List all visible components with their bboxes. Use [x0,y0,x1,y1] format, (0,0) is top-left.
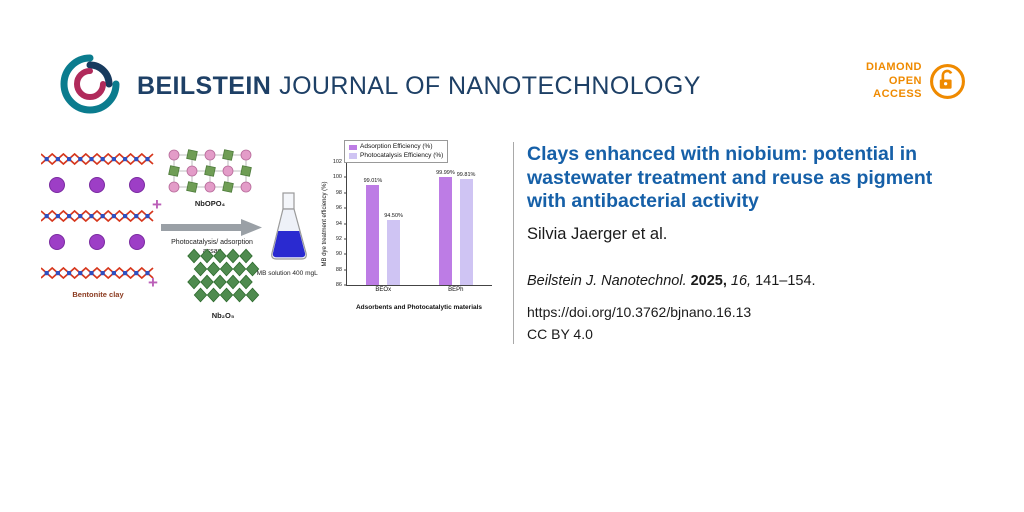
graphical-abstract: Bentonite clay + + NbOPO₄ Photocatalysis… [40,140,512,345]
y-tick-mark [344,223,347,224]
nb2o5-label: Nb₂O₅ [211,311,235,320]
bar-value-label: 99.81% [456,171,476,178]
legend-swatch-icon [349,144,357,150]
bentonite-clay-structure [41,153,154,280]
reaction-arrow-icon [161,219,262,236]
legend-swatch-icon [349,153,357,159]
efficiency-bar-chart: Adsorption Efficiency (%) Photocatalysis … [318,140,496,312]
plus-sign: + [148,273,158,292]
flask-label: MB solution 400 mgL⁻¹ [256,270,324,277]
y-tick-label: 96 [335,205,342,212]
article-title: Clays enhanced with niobium: potential i… [527,143,933,212]
chart-x-axis-label: Adsorbents and Photocatalytic materials [355,304,483,311]
chart-plot-area: 86 88 90 92 94 96 98 100 102 99.01% 94.50% BEOx 99.… [333,159,492,293]
vertical-divider [513,142,514,344]
article-doi-link[interactable]: https://doi.org/10.3762/bjnano.16.13 [527,304,752,320]
y-tick-label: 92 [335,235,342,242]
bars-layer: 99.01% 94.50% BEOx 99.99% 99.81% BEPh [347,162,492,293]
bar-wrap: 99.99% [436,162,455,285]
bar [366,185,380,285]
citation-year: 2025, [690,273,727,289]
nbopo4-structure [168,149,252,193]
arrow-label-line2: assay [202,248,222,255]
bar-value-label: 99.99% [436,170,455,177]
y-tick-mark [344,269,347,271]
y-tick-label: 102 [332,159,342,165]
bar-wrap: 94.50% [384,162,403,285]
bar [438,177,452,285]
bar-wrap: 99.01% [363,162,383,285]
article-authors: Silvia Jaerger et al. [527,225,668,243]
bar-group: 99.01% 94.50% BEOx [363,162,403,293]
y-tick-label: 90 [335,251,342,258]
y-tick-mark [344,253,347,255]
legend-item: Photocatalysis Efficiency (%) [349,152,443,161]
open-access-lock-icon [930,63,965,99]
legend-label: Photocatalysis Efficiency (%) [360,151,444,159]
citation-volume: 16, [730,273,752,289]
bar [459,178,473,285]
citation-pages: 141–154. [755,273,816,289]
bar-wrap: 99.81% [456,162,476,285]
legend-label: Adsorption Efficiency (%) [360,143,433,150]
bar-value-label: 99.01% [363,178,383,184]
nb2o5-structure [187,248,260,303]
y-tick-mark [344,284,347,286]
chart-y-axis-label: MB dye treatment efficiency (%) [322,181,328,267]
nbopo4-label: NbOPO₄ [194,199,226,208]
badge-line-open: OPEN [888,74,922,87]
badge-line-access: ACCESS [873,88,922,100]
y-tick-mark [344,238,347,240]
y-tick-mark [344,207,347,209]
bar-group: 99.99% 99.81% BEPh [436,162,476,293]
y-tick-label: 88 [335,266,342,273]
y-tick-label: 86 [335,282,342,288]
arrow-label-line1: Photocatalysis/ adsorption [171,239,253,246]
journal-name-rest: JOURNAL OF NANOTECHNOLOGY [279,72,701,100]
journal-name-bold: BEILSTEIN [137,72,272,100]
beilstein-logo-icon [60,54,120,114]
bar-value-label: 94.50% [384,212,403,219]
open-access-badge-text: DIAMOND OPEN ACCESS [866,61,922,102]
article-license: CC BY 4.0 [527,326,593,342]
y-tick-label: 94 [335,220,342,227]
chart-legend: Adsorption Efficiency (%) Photocatalysis … [344,140,449,163]
x-tick-label: BEOx [375,287,392,293]
bar [387,219,401,285]
flask-icon [271,192,307,260]
bentonite-label: Bentonite clay [72,290,124,299]
journal-title: BEILSTEIN JOURNAL OF NANOTECHNOLOGY [137,72,701,101]
plus-sign: + [152,195,162,214]
y-tick-label: 98 [335,189,342,196]
citation-journal: Beilstein J. Nanotechnol. [527,273,687,289]
legend-item: Adsorption Efficiency (%) [349,143,443,152]
open-access-badge: DIAMOND OPEN ACCESS [866,61,966,102]
x-tick-label: BEPh [448,287,464,293]
y-tick-mark [344,176,347,178]
y-tick-label: 100 [332,174,342,181]
article-citation: Beilstein J. Nanotechnol. 2025, 16, 141–154… [527,273,820,289]
badge-line-diamond: DIAMOND [865,61,922,73]
y-tick-mark [344,192,347,194]
